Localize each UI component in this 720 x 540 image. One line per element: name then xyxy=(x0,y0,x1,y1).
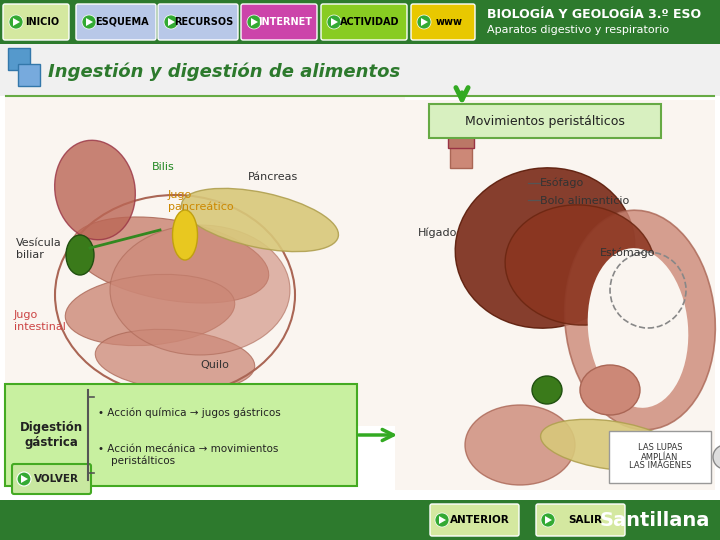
Ellipse shape xyxy=(505,205,655,325)
Text: • Acción química → jugos gástricos: • Acción química → jugos gástricos xyxy=(98,408,281,418)
Text: INICIO: INICIO xyxy=(25,17,59,27)
FancyBboxPatch shape xyxy=(429,104,661,138)
Circle shape xyxy=(713,445,720,469)
Circle shape xyxy=(327,15,341,29)
Text: Jugo
pancreático: Jugo pancreático xyxy=(168,190,233,212)
FancyBboxPatch shape xyxy=(536,504,625,536)
Bar xyxy=(5,96,405,426)
Text: Vesícula
biliar: Vesícula biliar xyxy=(16,238,62,260)
Bar xyxy=(395,100,715,490)
Text: Esófago: Esófago xyxy=(540,178,584,188)
FancyBboxPatch shape xyxy=(5,384,357,486)
Bar xyxy=(0,44,720,96)
Text: Bolo alimenticio: Bolo alimenticio xyxy=(540,196,629,206)
Ellipse shape xyxy=(181,188,338,252)
Text: ACTIVIDAD: ACTIVIDAD xyxy=(341,17,400,27)
Text: AMPLÍAN: AMPLÍAN xyxy=(642,453,679,462)
Ellipse shape xyxy=(66,235,94,275)
Text: Quilo: Quilo xyxy=(200,360,229,370)
Bar xyxy=(448,130,474,148)
Text: Hígado: Hígado xyxy=(418,228,457,239)
Bar xyxy=(450,113,472,168)
FancyBboxPatch shape xyxy=(609,431,711,483)
Text: VOLVER: VOLVER xyxy=(34,474,79,484)
Ellipse shape xyxy=(95,329,255,390)
Ellipse shape xyxy=(66,274,235,346)
Ellipse shape xyxy=(465,405,575,485)
Ellipse shape xyxy=(580,365,640,415)
Text: Movimientos peristálticos: Movimientos peristálticos xyxy=(465,114,625,127)
Text: INTERNET: INTERNET xyxy=(258,17,312,27)
Ellipse shape xyxy=(173,210,197,260)
Text: BIOLOGÍA Y GEOLOGÍA 3.º ESO: BIOLOGÍA Y GEOLOGÍA 3.º ESO xyxy=(487,9,701,22)
FancyBboxPatch shape xyxy=(321,4,407,40)
Polygon shape xyxy=(86,18,93,26)
Polygon shape xyxy=(13,18,20,26)
Ellipse shape xyxy=(71,217,269,303)
Text: Estómago: Estómago xyxy=(600,248,655,259)
Bar xyxy=(8,48,30,70)
Bar xyxy=(0,96,720,500)
Text: Bilis: Bilis xyxy=(152,162,175,172)
Text: LAS IMÁGENES: LAS IMÁGENES xyxy=(629,462,691,470)
Ellipse shape xyxy=(110,225,290,355)
Text: Ingestión y digestión de alimentos: Ingestión y digestión de alimentos xyxy=(48,63,400,81)
Text: Jugo
intestinal: Jugo intestinal xyxy=(14,310,66,332)
Text: Santillana: Santillana xyxy=(600,510,710,530)
Polygon shape xyxy=(251,18,258,26)
Circle shape xyxy=(247,15,261,29)
Polygon shape xyxy=(545,516,552,524)
Polygon shape xyxy=(168,18,175,26)
Text: SALIR: SALIR xyxy=(569,515,603,525)
FancyBboxPatch shape xyxy=(158,4,238,40)
FancyBboxPatch shape xyxy=(430,504,519,536)
Text: Aparatos digestivo y respiratorio: Aparatos digestivo y respiratorio xyxy=(487,25,669,35)
Polygon shape xyxy=(439,516,446,524)
FancyBboxPatch shape xyxy=(12,464,91,494)
FancyBboxPatch shape xyxy=(241,4,317,40)
Polygon shape xyxy=(421,18,428,26)
FancyBboxPatch shape xyxy=(3,4,69,40)
Circle shape xyxy=(82,15,96,29)
Ellipse shape xyxy=(588,248,688,408)
Circle shape xyxy=(435,513,449,527)
Text: RECURSOS: RECURSOS xyxy=(174,17,233,27)
Text: ESQUEMA: ESQUEMA xyxy=(95,17,149,27)
Text: ANTERIOR: ANTERIOR xyxy=(449,515,509,525)
Text: www: www xyxy=(436,17,462,27)
FancyBboxPatch shape xyxy=(411,4,475,40)
Bar xyxy=(18,64,40,86)
Text: Digestión
gástrica: Digestión gástrica xyxy=(19,421,83,449)
Circle shape xyxy=(17,472,31,486)
Bar xyxy=(0,500,720,540)
Ellipse shape xyxy=(541,420,680,471)
Text: • Acción mecánica → movimientos
    peristálticos: • Acción mecánica → movimientos peristál… xyxy=(98,444,279,466)
Text: LAS LUPAS: LAS LUPAS xyxy=(638,443,683,453)
Ellipse shape xyxy=(455,168,635,328)
Circle shape xyxy=(9,15,23,29)
Circle shape xyxy=(417,15,431,29)
Polygon shape xyxy=(21,475,28,483)
Circle shape xyxy=(164,15,178,29)
Ellipse shape xyxy=(564,210,716,430)
Bar xyxy=(0,0,720,44)
FancyBboxPatch shape xyxy=(76,4,156,40)
Text: Páncreas: Páncreas xyxy=(248,172,298,182)
Ellipse shape xyxy=(532,376,562,404)
Polygon shape xyxy=(331,18,338,26)
Circle shape xyxy=(541,513,555,527)
Ellipse shape xyxy=(55,140,135,240)
